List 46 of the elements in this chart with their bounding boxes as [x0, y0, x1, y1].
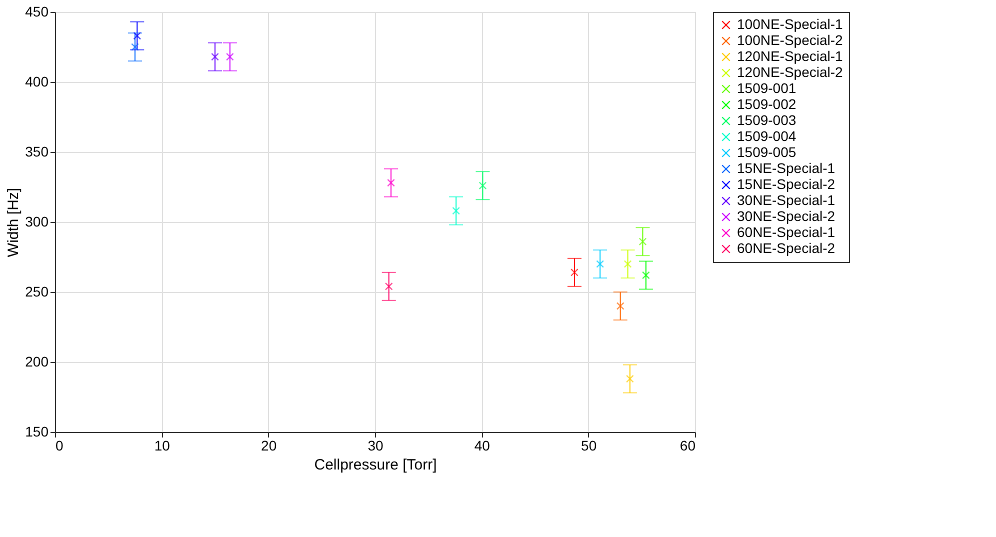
- x-tick-label: 30: [368, 438, 384, 454]
- point: [133, 32, 142, 40]
- legend-label: 30NE-Special-2: [737, 208, 836, 224]
- y-tick-label: 450: [25, 4, 49, 20]
- x-tick-label: 60: [680, 438, 696, 454]
- legend-label: 15NE-Special-2: [737, 176, 836, 192]
- point: [624, 260, 632, 268]
- x-axis-title: Cellpressure [Torr]: [314, 456, 437, 474]
- point: [211, 52, 219, 61]
- legend-label: 1509-002: [737, 96, 796, 112]
- y-tick-label: 150: [25, 424, 49, 440]
- point: [596, 260, 604, 268]
- legend-label: 1509-003: [737, 112, 796, 128]
- point: [626, 374, 634, 383]
- point: [131, 43, 139, 51]
- y-tick-label: 350: [25, 144, 49, 160]
- y-tick-label: 200: [25, 354, 49, 370]
- point: [478, 182, 487, 190]
- legend-label: 15NE-Special-1: [737, 160, 836, 176]
- point: [226, 52, 234, 61]
- legend-label: 1509-001: [737, 80, 796, 96]
- legend-label: 1509-004: [737, 128, 796, 144]
- x-tick-label: 50: [581, 438, 597, 454]
- point: [452, 206, 460, 215]
- point: [384, 282, 393, 290]
- x-tick-label: 20: [261, 438, 277, 454]
- point: [642, 271, 650, 280]
- point: [638, 238, 647, 246]
- legend-label: 120NE-Special-1: [737, 48, 844, 64]
- legend-label: 1509-005: [737, 144, 796, 160]
- point: [570, 268, 578, 276]
- point: [616, 302, 624, 310]
- x-tick-label: 10: [154, 438, 170, 454]
- legend-label: 120NE-Special-2: [737, 64, 844, 80]
- x-tick-label: 40: [474, 438, 490, 454]
- y-tick-label: 400: [25, 74, 49, 90]
- x-tick-label: 0: [56, 438, 64, 454]
- y-axis-title: Width [Hz]: [5, 188, 22, 258]
- legend-label: 60NE-Special-1: [737, 224, 836, 240]
- legend-label: 60NE-Special-2: [737, 240, 836, 256]
- y-tick-label: 300: [25, 214, 49, 230]
- legend-label: 100NE-Special-1: [737, 16, 844, 32]
- legend-label: 100NE-Special-2: [737, 32, 844, 48]
- point: [387, 178, 395, 187]
- y-tick-label: 250: [25, 284, 49, 300]
- legend-label: 30NE-Special-1: [737, 192, 836, 208]
